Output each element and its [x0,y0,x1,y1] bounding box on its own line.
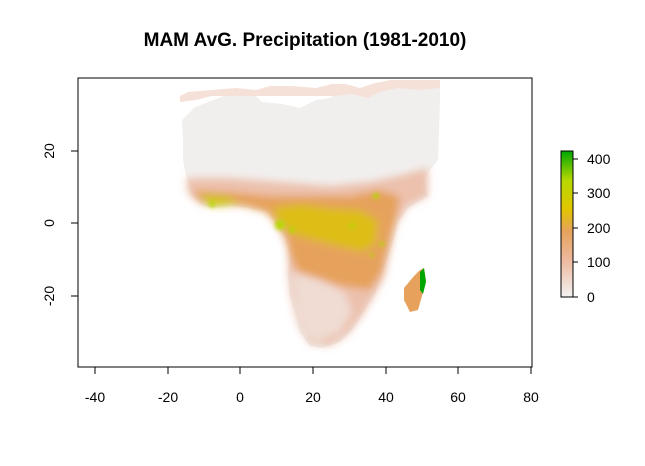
map-title: MAM AvG. Precipitation (1981-2010) [143,30,467,51]
legend-tick-label: 200 [587,220,611,236]
precipitation-highs [209,193,385,257]
x-tick-label: 0 [236,389,244,405]
x-tick-label: 40 [378,389,394,405]
precipitation-field [186,168,428,346]
x-tick-label: 60 [450,389,466,405]
y-tick-label: 20 [41,143,57,159]
legend-tick-label: 0 [587,289,595,305]
legend-tick-label: 400 [587,151,611,167]
color-legend: 400 300 200 100 0 [560,150,611,305]
x-tick-label: -20 [158,389,178,405]
x-tick-label: 20 [305,389,321,405]
y-tick-label: -20 [41,286,57,306]
y-tick-label: 0 [41,219,57,227]
x-tick-label: -40 [85,389,105,405]
legend-tick-label: 300 [587,185,611,201]
y-axis [71,150,79,297]
legend-tick-label: 100 [587,254,611,270]
legend-colorbar [560,150,574,298]
x-tick-label: 80 [523,389,539,405]
x-axis [94,366,532,374]
